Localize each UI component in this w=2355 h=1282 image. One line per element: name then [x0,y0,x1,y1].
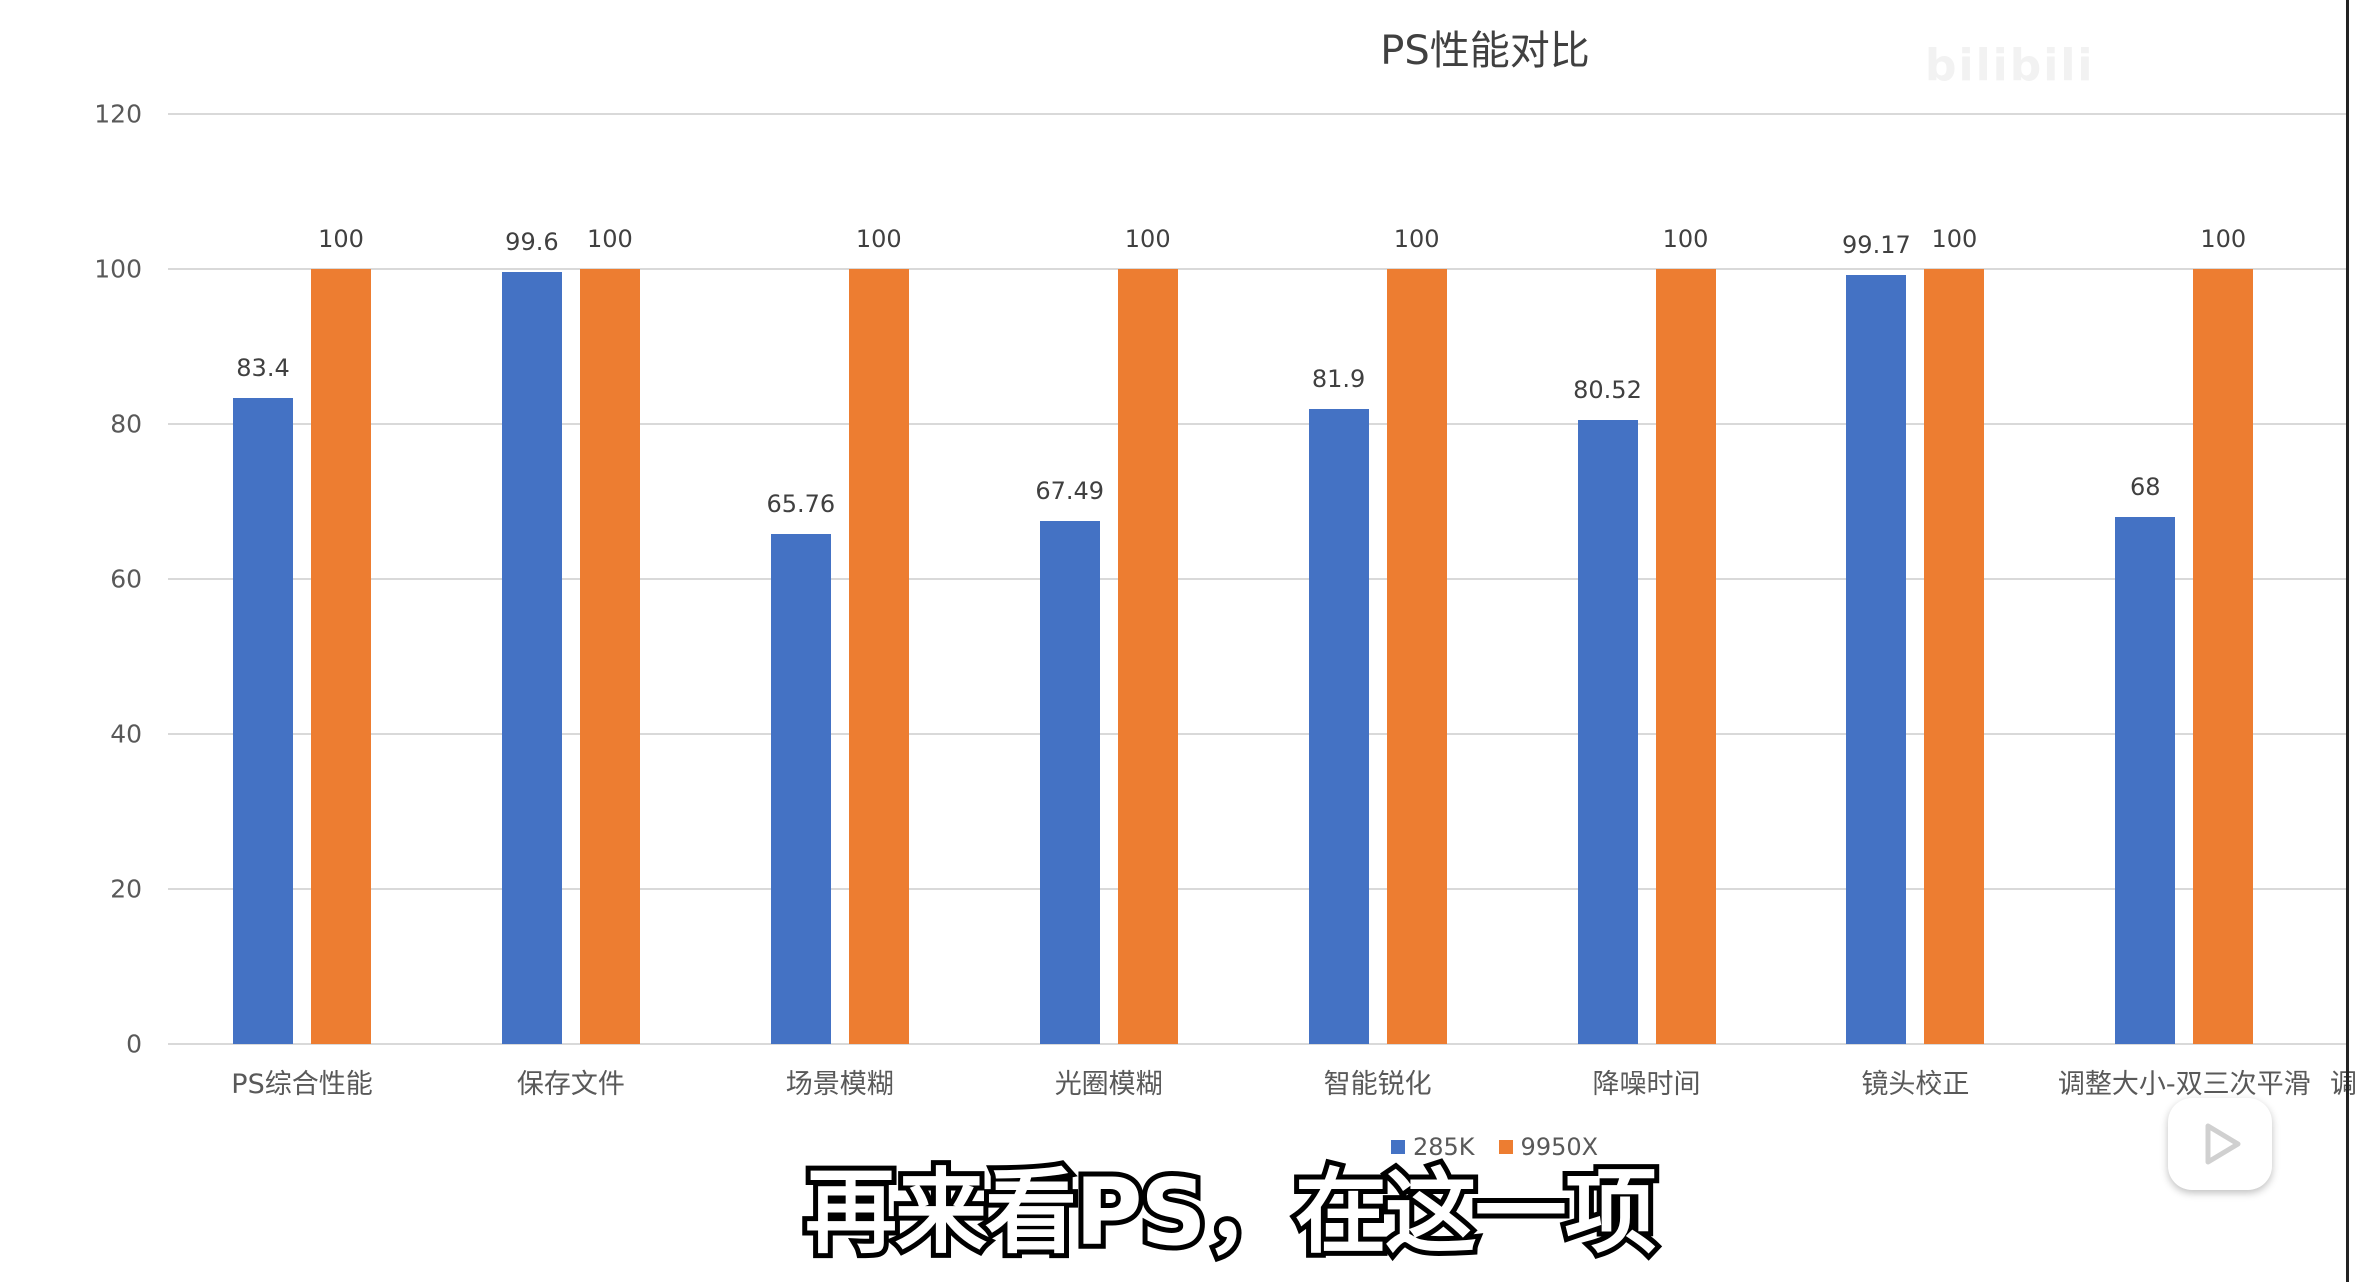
bar-285k [233,397,293,1044]
bilibili-watermark: bilibili [1925,40,2095,91]
legend-label: 285K [1413,1133,1475,1161]
category-label: 镜头校正 [1861,1069,1970,1100]
legend: 285K 9950X [1391,1133,1622,1161]
play-icon [2205,1123,2241,1165]
category-label: 调整大小-双三次平滑 [2057,1069,2311,1100]
data-label: 80.52 [1573,375,1642,404]
category-label: PS综合性能 [231,1069,373,1100]
legend-item-9950x: 9950X [1498,1133,1599,1161]
data-label: 100 [586,225,633,253]
data-label: 100 [1124,225,1171,253]
bar-285k [501,272,562,1044]
category-label: 智能锐化 [1323,1069,1432,1100]
y-tick-label: 40 [110,719,142,749]
data-label: 65.76 [766,490,836,519]
legend-swatch-blue [1391,1140,1405,1154]
category-label: 保存文件 [516,1069,625,1100]
y-tick-label: 0 [126,1029,142,1059]
data-label: 100 [318,225,364,253]
bar-285k [2115,517,2176,1044]
data-label: 99.17 [1842,231,1911,260]
y-tick-label: 60 [110,564,142,594]
bar-9950x [579,269,640,1044]
data-label: 83.4 [236,353,290,382]
x-axis-line [168,1043,2348,1045]
data-label: 67.49 [1035,476,1105,505]
y-tick-label: 80 [110,409,142,439]
bar-285k [1308,409,1369,1044]
y-tick-label: 120 [94,99,142,129]
gridline [168,578,2348,580]
bar-285k [1577,419,1638,1044]
bar-9950x [1924,269,1985,1044]
truncated-category-label: 调 [2330,1069,2355,1100]
legend-swatch-orange [1498,1140,1513,1154]
y-tick-label: 20 [110,874,142,904]
data-label: 68 [2130,473,2161,501]
data-label: 99.6 [505,228,559,257]
category-label: 降噪时间 [1592,1069,1701,1100]
chart-title: PS性能对比 [1380,28,1590,74]
bar-9950x [2193,269,2254,1044]
y-tick-label: 100 [94,254,142,284]
bar-9950x [311,269,371,1044]
bar-9950x [1117,269,1178,1044]
frame-border [2346,0,2349,1282]
data-label: 100 [1393,225,1440,253]
bar-9950x [848,269,909,1044]
gridline [168,733,2348,735]
gridline [168,423,2348,425]
gridline [168,268,2348,270]
data-label: 100 [1662,225,1709,253]
category-label: 场景模糊 [785,1069,894,1100]
bilibili-tv-play-icon[interactable] [2168,1098,2272,1190]
bar-9950x [1386,269,1447,1044]
video-subtitle: 再来看PS，在这一项 [800,1154,1662,1271]
data-label: 81.9 [1311,365,1366,394]
data-label: 100 [2200,225,2247,253]
bar-9950x [1655,269,1716,1044]
bar-285k [1039,520,1100,1044]
data-label: 100 [855,225,902,253]
data-label: 100 [1931,225,1978,253]
category-label: 光圈模糊 [1054,1069,1163,1100]
legend-label: 9950X [1520,1133,1599,1161]
bar-285k [1846,275,1907,1044]
bar-285k [770,534,831,1044]
gridline [168,113,2348,115]
legend-item-285k: 285K [1391,1133,1475,1161]
gridline [168,888,2348,890]
